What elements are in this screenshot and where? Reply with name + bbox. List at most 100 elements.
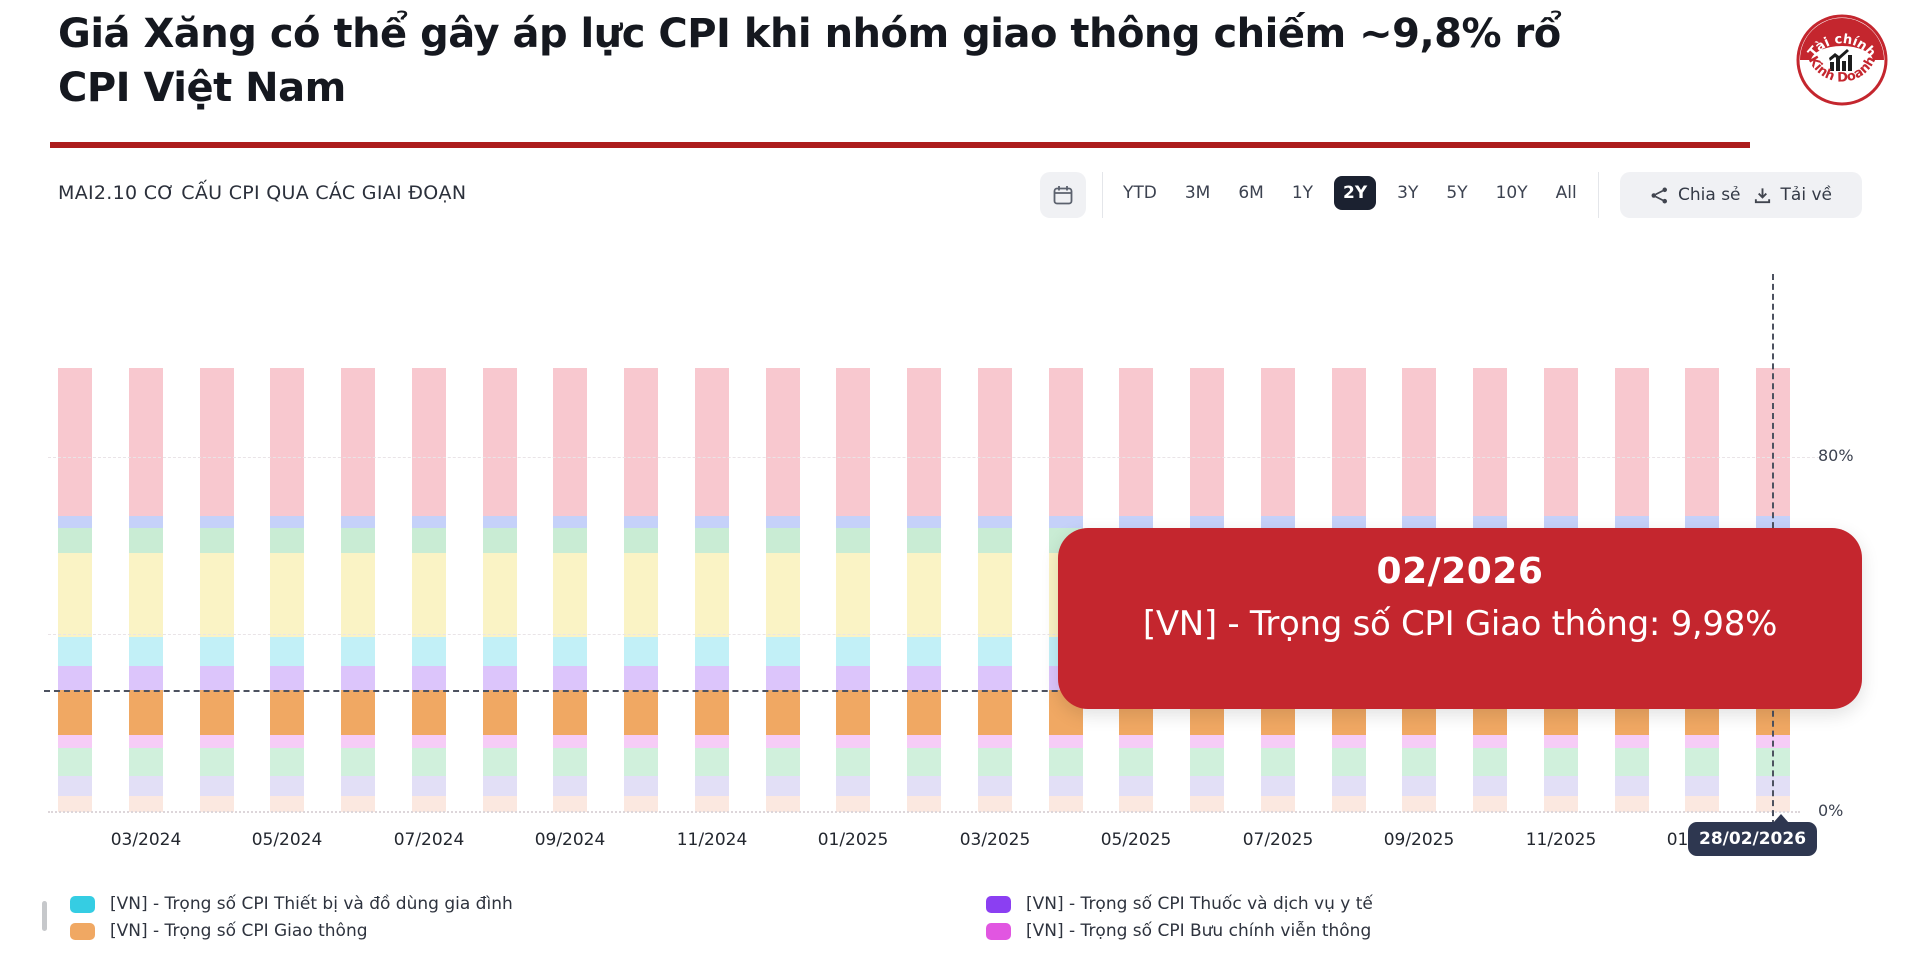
legend-scrollbar[interactable] [42, 901, 47, 931]
bar-segment [624, 796, 658, 812]
bar-segment [1048, 796, 1083, 812]
bar-segment [128, 553, 163, 637]
legend-item[interactable]: [VN] - Trọng số CPI Bưu chính viễn thông [986, 921, 1373, 941]
calendar-icon [1053, 186, 1073, 205]
bar-segment [482, 734, 517, 749]
x-axis-label: 11/2025 [1525, 830, 1597, 850]
bar-segment [199, 666, 234, 691]
bar-segment [694, 734, 729, 749]
bar-segment [694, 515, 729, 528]
bar-segment [765, 775, 800, 797]
bar-segment [553, 775, 588, 797]
bar-11-2024[interactable] [694, 368, 729, 812]
bar-segment [836, 368, 871, 516]
bar-segment [482, 748, 517, 776]
legend-item[interactable]: [VN] - Trọng số CPI Thuốc và dịch vụ y t… [986, 894, 1373, 914]
bar-segment [128, 368, 163, 516]
x-axis-label: 05/2025 [1100, 830, 1172, 850]
bar-03-2024[interactable] [128, 368, 163, 812]
bar-segment [1402, 734, 1437, 749]
bar-segment [341, 368, 375, 516]
axis-cursor-badge: 28/02/2026 [1688, 814, 1818, 856]
bar-06-2024[interactable] [341, 368, 375, 812]
bar-segment [128, 690, 163, 735]
bar-segment [977, 796, 1012, 812]
bar-07-2024[interactable] [411, 368, 446, 812]
download-icon [1754, 187, 1770, 203]
range-button-ytd[interactable]: YTD [1123, 183, 1157, 203]
brand-logo: Tài chính Kinh Doanh [1796, 14, 1888, 106]
bar-segment [1119, 796, 1154, 812]
bar-chart-icon [1829, 49, 1852, 71]
bar-segment [694, 748, 729, 776]
bar-segment [553, 690, 588, 735]
bar-segment [1614, 734, 1649, 749]
download-button[interactable]: Tải về [1753, 185, 1832, 205]
range-button-5y[interactable]: 5Y [1446, 183, 1468, 203]
bar-segment [977, 748, 1012, 776]
bar-segment [411, 690, 446, 735]
bar-segment [1543, 796, 1578, 812]
bar-01-2025[interactable] [836, 368, 871, 812]
bar-segment [553, 368, 588, 516]
bar-segment [765, 666, 800, 691]
bar-segment [624, 748, 658, 776]
bar-segment [270, 690, 305, 735]
bar-segment [341, 775, 375, 797]
calendar-button[interactable] [1040, 172, 1086, 218]
range-button-10y[interactable]: 10Y [1495, 183, 1528, 203]
share-button[interactable]: Chia sẻ [1650, 185, 1741, 205]
bar-segment [411, 368, 446, 516]
range-button-all[interactable]: All [1555, 183, 1577, 203]
bar-segment [907, 636, 941, 667]
bar-10-2024[interactable] [624, 368, 658, 812]
x-axis-label: 07/2025 [1242, 830, 1314, 850]
bar-segment [1543, 734, 1578, 749]
bar-02-2024[interactable] [58, 368, 92, 812]
bar-segment [199, 796, 234, 812]
bar-segment [270, 636, 305, 667]
bar-segment [270, 553, 305, 637]
legend-item[interactable]: [VN] - Trọng số CPI Giao thông [70, 921, 513, 941]
bar-02-2025[interactable] [907, 368, 941, 812]
page-title-line2: CPI Việt Nam [58, 64, 346, 111]
bar-segment [1119, 748, 1154, 776]
bar-09-2024[interactable] [553, 368, 588, 812]
legend-swatch [986, 922, 1011, 940]
bar-segment [977, 690, 1012, 735]
x-axis-label: 07/2024 [393, 830, 465, 850]
bar-segment [1119, 775, 1154, 797]
bar-segment [977, 734, 1012, 749]
bar-08-2024[interactable] [482, 368, 517, 812]
range-button-6m[interactable]: 6M [1238, 183, 1264, 203]
bar-segment [199, 553, 234, 637]
legend-item[interactable]: [VN] - Trọng số CPI Thiết bị và đồ dùng … [70, 894, 513, 914]
bar-segment [907, 368, 941, 516]
bar-segment [1685, 748, 1720, 776]
bar-segment [270, 775, 305, 797]
bar-04-2024[interactable] [199, 368, 234, 812]
bar-segment [58, 690, 92, 735]
chart-section-title: MAI2.10 CƠ CẤU CPI QUA CÁC GIAI ĐOẠN [58, 182, 467, 204]
bar-segment [128, 734, 163, 749]
bar-segment [553, 515, 588, 528]
bar-segment [482, 636, 517, 667]
bar-segment [58, 553, 92, 637]
bar-segment [270, 796, 305, 812]
range-button-2y[interactable]: 2Y [1334, 176, 1377, 210]
range-button-3m[interactable]: 3M [1184, 183, 1211, 203]
range-button-3y[interactable]: 3Y [1397, 183, 1419, 203]
range-button-1y[interactable]: 1Y [1291, 183, 1314, 203]
bar-segment [482, 515, 517, 528]
bar-05-2024[interactable] [270, 368, 305, 812]
bar-segment [694, 636, 729, 667]
gridline-80 [48, 456, 1820, 458]
bar-segment [1402, 775, 1437, 797]
legend-label: [VN] - Trọng số CPI Thiết bị và đồ dùng … [110, 894, 513, 914]
bar-12-2024[interactable] [765, 368, 800, 812]
bar-03-2025[interactable] [977, 368, 1012, 812]
time-range-selector: YTD 3M 6M 1Y 2Y 3Y 5Y 10Y All [1116, 176, 1584, 210]
bar-segment [1260, 734, 1295, 749]
bar-segment [411, 553, 446, 637]
legend-label: [VN] - Trọng số CPI Giao thông [110, 921, 368, 941]
